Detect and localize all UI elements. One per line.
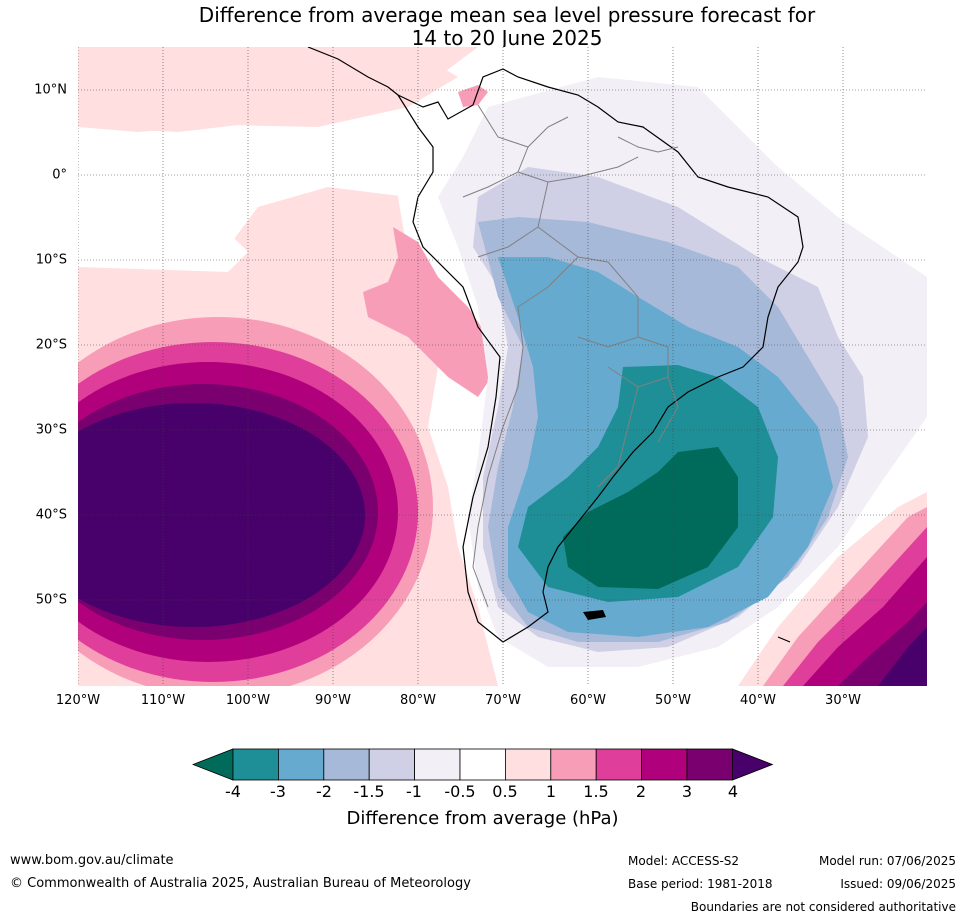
colorbar-cell: [368, 748, 415, 781]
anomaly-positive-1-caribbean: [458, 85, 488, 107]
colorbar-tick-label: 2: [635, 782, 647, 801]
lat-label-10n: 10°N: [34, 82, 67, 98]
anomaly-neutral-equator: [281, 150, 365, 178]
footer-disclaimer: Boundaries are not considered authoritat…: [690, 900, 956, 914]
anomaly-positive-se-6: [878, 627, 927, 686]
falklands: [583, 610, 606, 620]
anomaly-negative-4: [563, 447, 738, 589]
lat-label-50s: 50°S: [35, 592, 67, 608]
title-line-2: 14 to 20 June 2025: [411, 26, 603, 50]
lat-label-20s: 20°S: [35, 337, 67, 353]
lon-label-70w: 70°W: [485, 693, 521, 708]
title-line-1: Difference from average mean sea level p…: [198, 3, 816, 27]
colorbar-tick-label: -1: [406, 782, 422, 801]
colorbar-tick-label: 1.5: [583, 782, 609, 801]
anomaly-positive-0.5-b: [78, 47, 458, 132]
lat-label-0: 0°: [52, 167, 67, 183]
footer-url[interactable]: www.bom.gov.au/climate: [10, 853, 174, 868]
colorbar-cell: [504, 748, 552, 781]
colorbar-cells: [192, 748, 774, 781]
gridlines: [78, 47, 927, 686]
colorbar-extend-high: [732, 748, 774, 781]
colorbar-cell: [232, 748, 279, 781]
anomaly-positive-1-peru: [363, 227, 498, 397]
north-america-coastline: [307, 47, 399, 96]
footer-issued: Issued: 09/06/2025: [840, 877, 956, 891]
colorbar-cell: [278, 748, 325, 781]
map-canvas: [78, 47, 927, 686]
colorbar-tick-label: -0.5: [444, 782, 476, 801]
colorbar-title: Difference from average (hPa): [346, 808, 619, 829]
colorbar: [192, 748, 774, 781]
lat-label-30s: 30°S: [35, 422, 67, 438]
colorbar-tick-label: 3: [681, 782, 693, 801]
lon-label-100w: 100°W: [225, 693, 271, 708]
lon-label-110w: 110°W: [140, 693, 186, 708]
pressure-anomaly-map: [78, 47, 927, 686]
colorbar-extend-low: [192, 748, 234, 781]
lat-label-10s: 10°S: [35, 252, 67, 268]
colorbar-cell: [459, 748, 506, 781]
colorbar-cell: [414, 748, 461, 781]
lon-label-60w: 60°W: [570, 693, 606, 708]
south-america-coastline: [396, 68, 804, 643]
south-georgia: [777, 636, 791, 643]
footer-base-period: Base period: 1981-2018: [628, 877, 773, 891]
lon-label-40w: 40°W: [740, 693, 776, 708]
lon-label-90w: 90°W: [315, 693, 351, 708]
lon-label-80w: 80°W: [400, 693, 436, 708]
colorbar-cell: [595, 748, 643, 781]
colorbar-tick-label: -3: [270, 782, 286, 801]
lon-label-30w: 30°W: [825, 693, 861, 708]
footer-model: Model: ACCESS-S2: [628, 854, 740, 868]
colorbar-cell: [550, 748, 597, 781]
footer-copyright: © Commonwealth of Australia 2025, Austra…: [10, 876, 471, 891]
colorbar-tick-label: 1: [545, 782, 557, 801]
footer-model-run: Model run: 07/06/2025: [818, 854, 956, 868]
colorbar-tick-label: 4: [727, 782, 739, 801]
colorbar-tick-label: -4: [225, 782, 241, 801]
colorbar-tick-label: 0.5: [492, 782, 518, 801]
lon-label-120w: 120°W: [55, 693, 101, 708]
lon-label-50w: 50°W: [655, 693, 691, 708]
lat-label-40s: 40°S: [35, 507, 67, 523]
colorbar-cell: [641, 748, 688, 781]
map-title: Difference from average mean sea level p…: [0, 4, 965, 50]
country-borders: [462, 104, 679, 608]
colorbar-tick-label: -1.5: [353, 782, 385, 801]
colorbar-cell: [686, 748, 733, 781]
colorbar-cell: [323, 748, 370, 781]
anomaly-positive-4: [78, 403, 365, 627]
colorbar-tick-label: -2: [316, 782, 332, 801]
